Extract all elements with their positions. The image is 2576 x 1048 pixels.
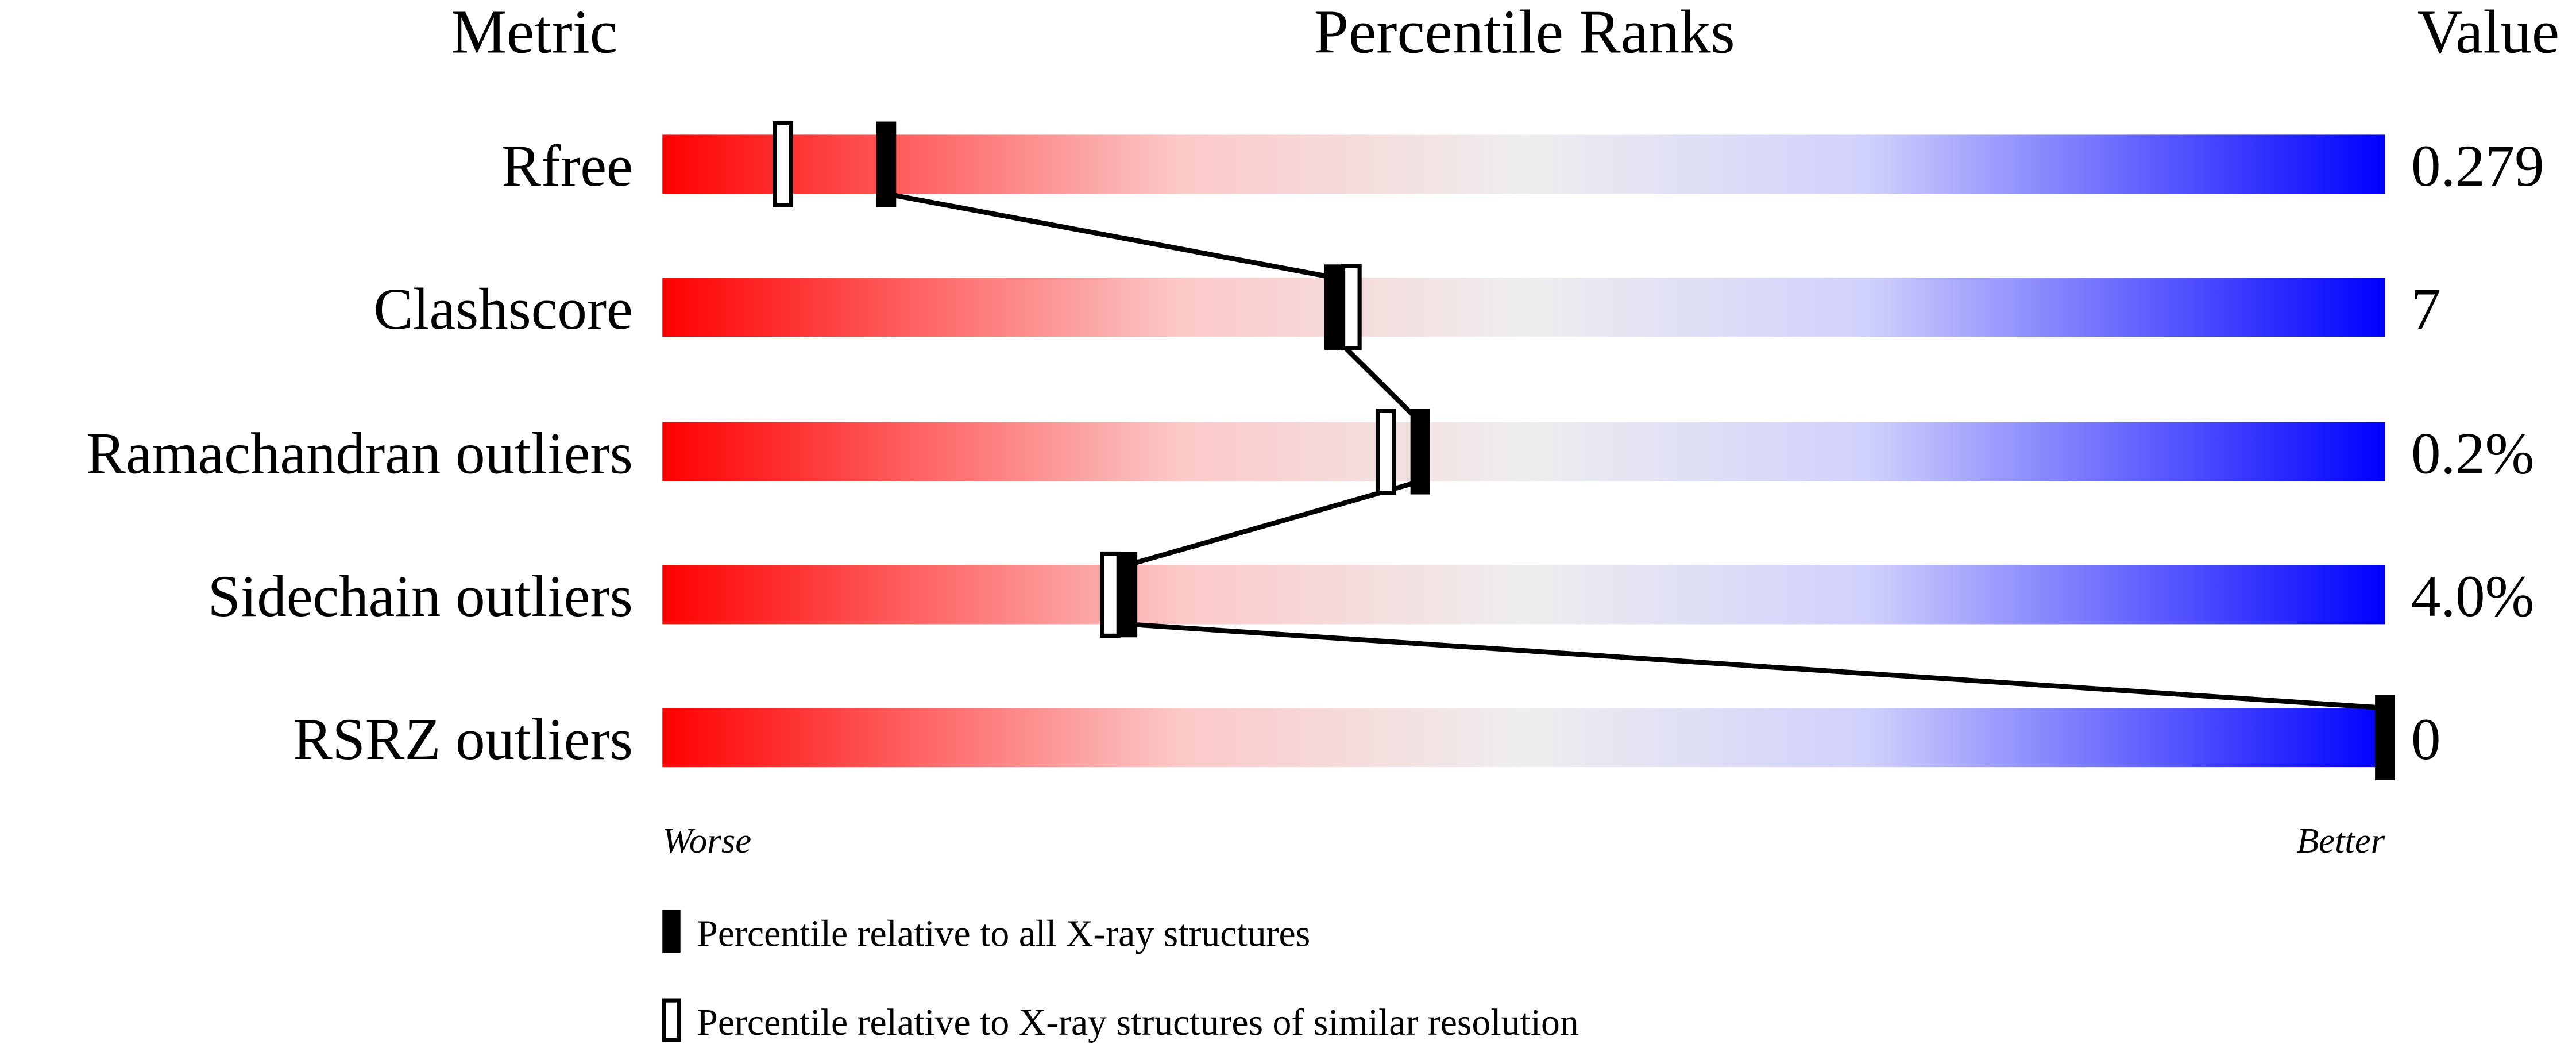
header-percentile-ranks: Percentile Ranks (1314, 0, 1735, 66)
marker-similar-resolution (1375, 409, 1396, 495)
metric-value: 0.279 (2411, 133, 2544, 199)
header-value: Value (2417, 0, 2559, 66)
legend-filled-marker (662, 910, 681, 953)
axis-label-worse: Worse (662, 820, 751, 861)
marker-all-structures (876, 121, 897, 207)
metric-label: Clashscore (373, 276, 633, 342)
connector-line (1332, 335, 1422, 424)
marker-all-structures (1324, 264, 1345, 350)
connector-line (1127, 622, 2385, 711)
marker-similar-resolution (1100, 551, 1121, 638)
marker-all-structures (1410, 409, 1430, 495)
marker-similar-resolution (773, 121, 794, 207)
metric-value: 0.2% (2411, 421, 2534, 486)
metric-value: 0 (2411, 707, 2440, 772)
metric-value: 7 (2411, 276, 2440, 342)
percentile-bar (662, 422, 2385, 481)
percentile-bar (662, 134, 2385, 194)
legend-open-marker (662, 998, 681, 1042)
axis-label-better: Better (2297, 820, 2385, 861)
marker-similar-resolution (1341, 264, 1362, 350)
metric-value: 4.0% (2411, 564, 2534, 629)
connector-line (886, 191, 1335, 280)
percentile-bar (662, 565, 2385, 625)
legend-open-label: Percentile relative to X-ray structures … (697, 1001, 1578, 1043)
marker-all-structures (1117, 552, 1138, 638)
metric-label: Rfree (501, 133, 633, 199)
header-metric: Metric (451, 0, 617, 66)
marker-all-structures (2375, 695, 2395, 780)
connector-line (1126, 479, 1421, 568)
metric-label: Ramachandran outliers (86, 421, 633, 486)
percentile-bar (662, 708, 2385, 768)
metric-label: RSRZ outliers (293, 707, 633, 772)
percentile-bar (662, 278, 2385, 337)
legend-filled-label: Percentile relative to all X-ray structu… (697, 913, 1310, 955)
metric-label: Sidechain outliers (208, 564, 633, 629)
